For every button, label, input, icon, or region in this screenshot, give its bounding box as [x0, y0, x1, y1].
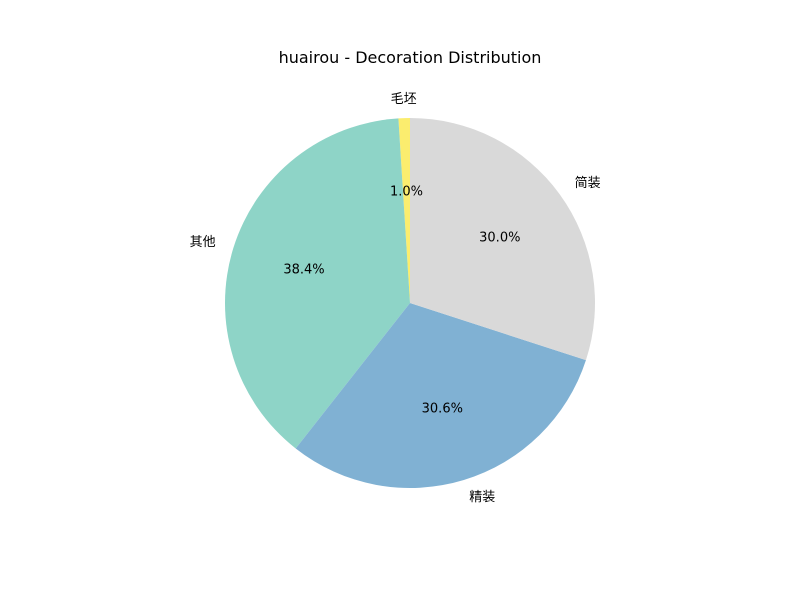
pie-slice	[225, 118, 410, 449]
pie-slices	[225, 118, 595, 488]
slice-percent-label: 30.6%	[422, 402, 463, 417]
pie-slice	[295, 303, 586, 488]
pie-slice	[410, 118, 595, 361]
slice-label: 其他	[190, 235, 216, 250]
slice-label: 精装	[469, 490, 495, 505]
pie-labels: 毛坯 1.0% 其他 38.4% 精装 30.6% 简装 30.0%	[190, 92, 601, 505]
slice-label: 简装	[575, 175, 601, 191]
chart-title: huairou - Decoration Distribution	[279, 48, 542, 67]
slice-percent-label: 30.0%	[479, 230, 520, 245]
slice-percent-label: 1.0%	[390, 185, 423, 200]
slice-percent-label: 38.4%	[283, 263, 324, 278]
slice-label: 毛坯	[391, 92, 417, 107]
pie-slice	[398, 118, 410, 303]
